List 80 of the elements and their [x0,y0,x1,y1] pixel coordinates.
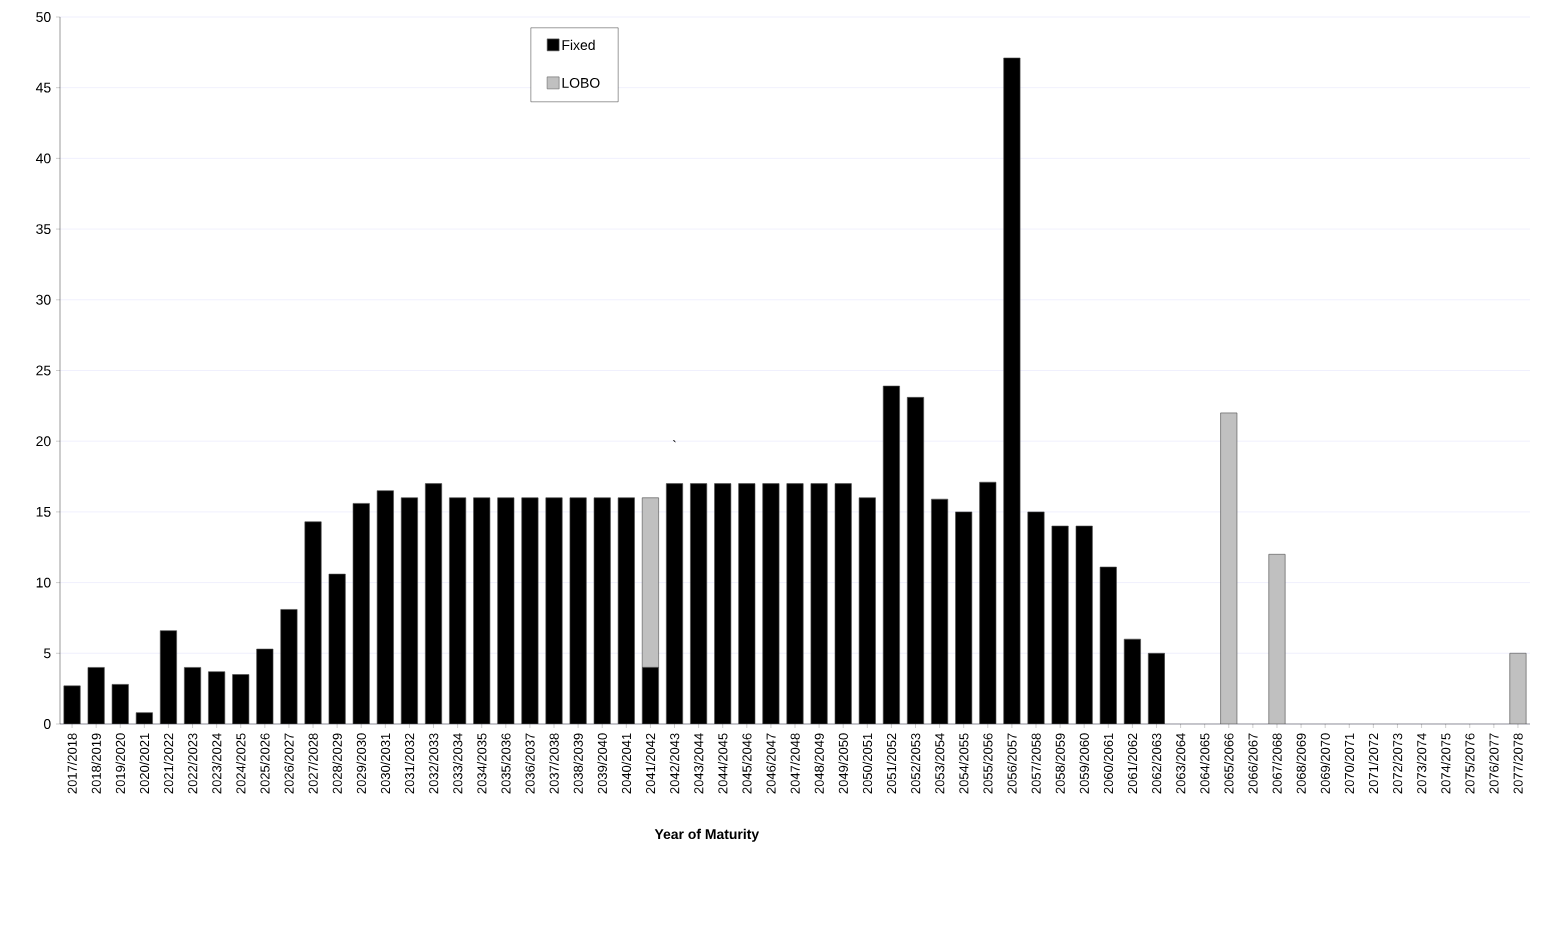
x-tick-label: 2072/2073 [1392,733,1403,794]
x-tick-label: 2024/2025 [235,733,246,794]
legend-label: LOBO [562,77,600,88]
x-tick-label: 2037/2038 [549,733,559,794]
x-tick-label: 2041/2042 [645,733,656,794]
y-tick-label: 0 [43,719,51,729]
x-tick-label: 2044/2045 [717,733,728,794]
x-tick-label: 2071/2072 [1368,733,1379,794]
x-tick-label: 2069/2070 [1320,733,1330,794]
x-tick-label: 2063/2064 [1175,733,1186,794]
y-tick-label: 5 [43,648,51,659]
x-tick-label: 2067/2068 [1272,733,1282,794]
annotation: ` [672,440,676,443]
x-tick-label: 2032/2033 [428,733,439,794]
legend-label: Fixed [562,39,595,51]
x-tick-label: 2064/2065 [1199,733,1210,794]
bar [1268,554,1286,724]
x-tick-label: 2018/2019 [91,733,101,794]
x-tick-label: 2075/2076 [1465,733,1475,794]
x-tick-label: 2054/2055 [958,733,969,794]
x-tick-label: 2066/2067 [1248,733,1258,794]
x-tick-label: 2035/2036 [501,733,511,794]
x-tick-label: 2039/2040 [597,733,607,794]
x-tick-label: 2053/2054 [934,733,945,794]
x-tick-label: 2061/2062 [1127,733,1138,794]
y-tick-label: 45 [35,82,51,93]
x-tick-label: 2029/2030 [356,733,366,794]
y-tick-label: 15 [36,507,51,517]
y-tick-label: 25 [36,365,51,376]
x-tick-label: 2020/2021 [139,733,150,794]
x-tick-label: 2045/2046 [742,733,752,794]
x-tick-label: 2074/2075 [1440,733,1451,794]
x-tick-label: 2027/2028 [308,733,318,794]
x-tick-label: 2021/2022 [163,733,174,794]
x-tick-label: 2077/2078 [1513,733,1523,794]
x-tick-label: 2033/2034 [452,733,463,794]
x-tick-label: 2046/2047 [766,733,776,794]
x-tick-label: 2073/2074 [1416,733,1427,794]
y-tick-label: 50 [36,12,51,22]
x-tick-label: 2052/2053 [910,733,921,794]
y-tick-label: 20 [36,436,51,447]
y-tick-label: 35 [36,224,51,235]
x-tick-label: 2038/2039 [573,733,583,794]
x-tick-label: 2043/2044 [693,733,704,794]
x-tick-label: 2026/2027 [284,733,294,794]
x-tick-label: 2048/2049 [814,733,824,794]
x-tick-label: 2025/2026 [260,733,270,794]
y-tick-label: 30 [36,294,51,305]
x-tick-label: 2023/2024 [211,733,222,794]
y-tick-label: 40 [35,153,51,164]
x-tick-label: 2017/2018 [67,733,77,794]
x-tick-label: 2051/2052 [886,733,897,794]
x-tick-label: 2065/2066 [1224,733,1234,794]
x-tick-label: 2049/2050 [838,733,848,794]
x-axis-title: Year of Maturity [654,828,760,842]
x-tick-label: 2036/2037 [525,733,535,794]
bar [1509,653,1527,724]
x-tick-label: 2047/2048 [790,733,800,794]
x-tick-label: 2050/2051 [862,733,873,794]
bar [641,497,659,668]
x-tick-label: 2019/2020 [115,733,125,794]
x-tick-label: 2068/2069 [1296,733,1306,794]
x-tick-label: 2057/2058 [1031,733,1041,794]
x-tick-label: 2028/2029 [332,733,342,794]
x-tick-label: 2059/2060 [1079,733,1089,794]
x-tick-label: 2040/2041 [621,733,632,794]
x-tick-label: 2060/2061 [1103,733,1114,794]
bar [1220,412,1238,724]
x-tick-label: 2076/2077 [1489,733,1499,794]
y-tick-label: 10 [36,577,51,588]
x-tick-label: 2022/2023 [187,733,198,794]
x-tick-label: 2062/2063 [1151,733,1162,794]
x-tick-label: 2070/2071 [1344,733,1355,794]
x-tick-label: 2055/2056 [983,733,993,794]
x-tick-label: 2058/2059 [1055,733,1065,794]
x-tick-label: 2031/2032 [404,733,415,794]
x-tick-label: 2030/2031 [380,733,391,794]
x-tick-label: 2056/2057 [1007,733,1017,794]
x-tick-label: 2034/2035 [476,733,487,794]
x-tick-label: 2042/2043 [669,733,680,794]
